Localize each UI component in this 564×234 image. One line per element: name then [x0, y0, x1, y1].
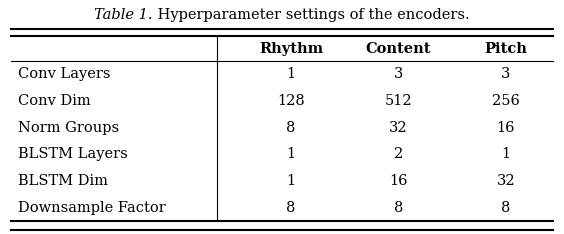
Text: 3: 3: [501, 67, 510, 81]
Text: 512: 512: [385, 94, 412, 108]
Text: Conv Layers: Conv Layers: [18, 67, 111, 81]
Text: 1: 1: [287, 174, 296, 188]
Text: 8: 8: [394, 201, 403, 215]
Text: Conv Dim: Conv Dim: [18, 94, 91, 108]
Text: 8: 8: [501, 201, 510, 215]
Text: 8: 8: [287, 201, 296, 215]
Text: 2: 2: [394, 147, 403, 161]
Text: Table 1.: Table 1.: [0, 233, 1, 234]
Text: 256: 256: [492, 94, 519, 108]
Text: 8: 8: [287, 121, 296, 135]
Text: 1: 1: [287, 147, 296, 161]
Text: BLSTM Layers: BLSTM Layers: [18, 147, 128, 161]
Text: 16: 16: [496, 121, 515, 135]
Text: Pitch: Pitch: [484, 42, 527, 55]
Text: 32: 32: [496, 174, 515, 188]
Text: Hyperparameter settings of the encoders.: Hyperparameter settings of the encoders.: [153, 8, 470, 22]
Text: Content: Content: [365, 42, 431, 55]
Text: 32: 32: [389, 121, 408, 135]
Text: 128: 128: [277, 94, 305, 108]
Text: Norm Groups: Norm Groups: [18, 121, 119, 135]
Text: 3: 3: [394, 67, 403, 81]
Text: BLSTM Dim: BLSTM Dim: [18, 174, 108, 188]
Text: 1: 1: [501, 147, 510, 161]
Text: Table 1.: Table 1.: [94, 8, 153, 22]
Text: Downsample Factor: Downsample Factor: [18, 201, 166, 215]
Text: 1: 1: [287, 67, 296, 81]
Text: 16: 16: [389, 174, 408, 188]
Text: Rhythm: Rhythm: [259, 42, 323, 55]
